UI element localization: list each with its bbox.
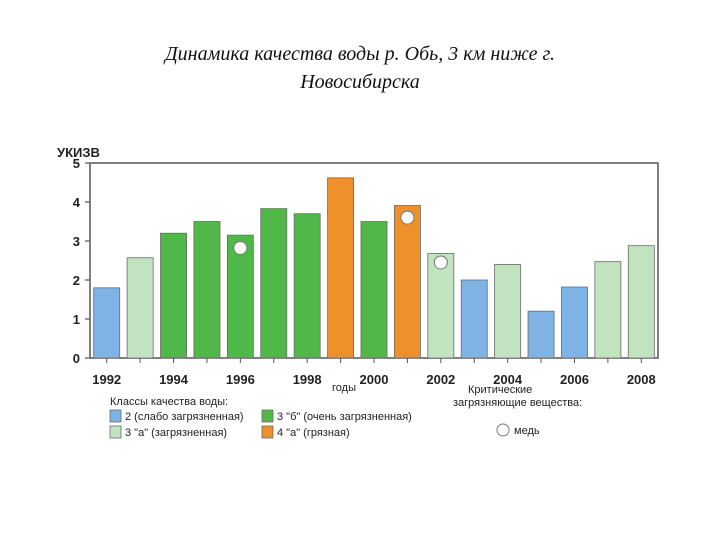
x-tick-label: 1996 (226, 372, 255, 387)
bar-1998 (293, 213, 321, 359)
legend-critical-title-1: Критические (468, 384, 532, 396)
x-tick-label: 1994 (159, 372, 189, 387)
legend-swatch-4a (261, 425, 274, 439)
y-tick-label: 2 (73, 273, 80, 288)
y-axis-label: УКИЗВ (57, 145, 100, 160)
x-tick-label: 2006 (560, 372, 589, 387)
y-tick-label: 3 (73, 234, 80, 249)
x-tick-label: 2008 (627, 372, 656, 387)
legend-critical-title-2: загрязняющие вещества: (453, 397, 582, 409)
y-tick-label: 0 (73, 351, 80, 366)
bar-2006 (561, 286, 588, 359)
copper-marker-2001 (400, 210, 415, 225)
bar-1992 (93, 287, 121, 359)
legend-swatch-2 (109, 409, 122, 423)
bar-1993 (126, 257, 154, 359)
bar-1999 (327, 177, 355, 359)
slide-title: Динамика качества воды р. Обь, 3 км ниже… (60, 40, 660, 96)
x-tick-label: 1998 (293, 372, 322, 387)
legend-label-4a: 4 "а" (грязная) (277, 427, 350, 439)
slide-title-line-2: Новосибирска (300, 71, 420, 93)
y-tick-label: 4 (73, 195, 81, 210)
x-tick-label: 2000 (360, 372, 389, 387)
bar-2001 (393, 205, 421, 359)
legend-label-2: 2 (слабо загрязненная) (125, 411, 244, 423)
x-tick-label: 2004 (493, 372, 523, 387)
legend-label-3a: 3 "а" (загрязненная) (125, 427, 227, 439)
copper-marker-1996 (233, 241, 248, 256)
x-tick-label: 2002 (426, 372, 455, 387)
bar-1996 (226, 234, 254, 359)
bar-2004 (494, 263, 522, 359)
bar-2008 (627, 245, 655, 359)
legend-classes-title: Классы качества воды: (110, 396, 228, 408)
bar-2005 (527, 310, 555, 359)
legend-swatch-3b (261, 409, 274, 423)
slide-title-line-1: Динамика качества воды р. Обь, 3 км ниже… (164, 43, 556, 65)
bar-1994 (160, 232, 187, 359)
x-tick-label: 1992 (92, 372, 121, 387)
copper-marker-2002 (433, 255, 448, 270)
legend-copper-marker (496, 423, 510, 437)
legend-swatch-3a (109, 425, 122, 439)
bar-1995 (193, 221, 221, 359)
legend-copper-label: медь (514, 425, 540, 437)
y-tick-label: 1 (73, 312, 80, 327)
legend-label-3b: 3 "б" (очень загрязненная) (277, 411, 412, 423)
bar-1997 (260, 208, 288, 359)
x-axis-label: годы (332, 382, 356, 394)
y-tick-label: 5 (73, 156, 80, 171)
bar-2003 (460, 279, 488, 359)
bar-2002 (427, 253, 455, 359)
bar-2000 (360, 221, 388, 359)
bar-2007 (594, 261, 622, 359)
